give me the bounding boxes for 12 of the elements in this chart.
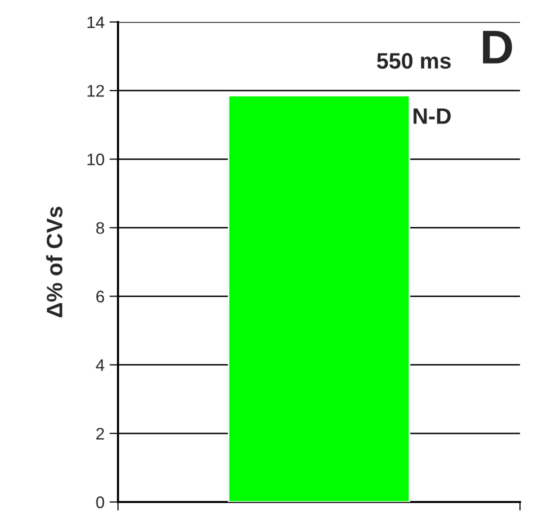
y-tick-label: 12 — [88, 84, 104, 97]
y-tick-label: 4 — [96, 359, 104, 371]
y-tick-label: 10 — [88, 154, 104, 166]
y-tick-label: 2 — [96, 428, 104, 440]
y-tick-label: 14 — [88, 16, 104, 28]
y-tick-label: 0 — [96, 496, 104, 508]
annotation: 550 ms — [376, 53, 451, 69]
annotation: D — [483, 30, 512, 64]
annotation: N-D — [414, 108, 451, 124]
y-axis-title: Δ% of CVs — [46, 206, 62, 318]
y-tick-label: 6 — [96, 290, 104, 302]
y-tick-label: 8 — [96, 222, 104, 234]
